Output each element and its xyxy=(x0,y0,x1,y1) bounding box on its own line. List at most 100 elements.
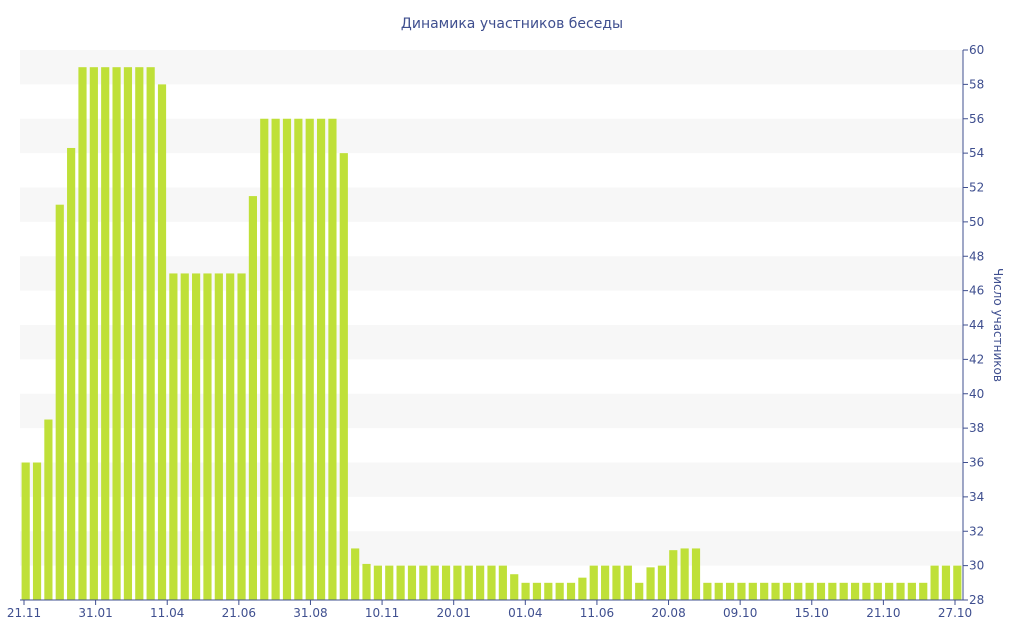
y-tick-label: 34 xyxy=(969,490,984,504)
bar xyxy=(862,582,871,600)
grid-band xyxy=(20,187,963,222)
x-tick-label: 01.04 xyxy=(508,606,542,620)
y-tick-label: 28 xyxy=(969,593,984,607)
bar xyxy=(521,582,530,600)
x-tick-label: 21.11 xyxy=(7,606,41,620)
x-tick-label: 09.10 xyxy=(723,606,757,620)
bar xyxy=(351,548,360,600)
bar xyxy=(32,462,42,600)
bar xyxy=(498,565,507,601)
bar xyxy=(316,118,326,600)
bar xyxy=(805,582,814,600)
y-tick-label: 32 xyxy=(969,524,984,538)
y-tick-label: 50 xyxy=(969,215,984,229)
x-tick-label: 31.08 xyxy=(293,606,327,620)
bar xyxy=(782,582,791,600)
y-tick-label: 40 xyxy=(969,387,984,401)
grid-band xyxy=(20,50,963,85)
y-tick-label: 54 xyxy=(969,146,984,160)
x-tick-label: 21.10 xyxy=(866,606,900,620)
bar xyxy=(555,582,564,600)
bar xyxy=(794,582,803,600)
x-tick-label: 11.06 xyxy=(580,606,614,620)
bar xyxy=(123,67,133,600)
bar xyxy=(385,565,394,601)
bar xyxy=(657,565,667,601)
bar xyxy=(850,582,860,600)
bar xyxy=(441,565,451,601)
bar xyxy=(544,582,553,600)
bar xyxy=(237,273,246,600)
y-tick-label: 44 xyxy=(969,318,984,332)
bar xyxy=(941,565,951,601)
x-tick-label: 11.04 xyxy=(150,606,184,620)
bar xyxy=(294,118,303,600)
bar xyxy=(328,118,337,600)
y-tick-label: 60 xyxy=(969,43,984,57)
bar xyxy=(885,582,894,600)
bar xyxy=(453,565,462,601)
bar xyxy=(112,67,121,600)
bar xyxy=(78,67,87,600)
bar xyxy=(362,563,371,600)
bar xyxy=(589,565,598,601)
bar xyxy=(260,118,269,600)
bar xyxy=(339,153,348,601)
bar xyxy=(737,582,746,600)
bar xyxy=(21,462,30,600)
y-tick-label: 56 xyxy=(969,112,984,126)
bar xyxy=(623,565,632,601)
bar xyxy=(396,565,405,601)
bar xyxy=(157,84,167,601)
bar xyxy=(578,577,587,600)
grid-band xyxy=(20,118,963,154)
bar xyxy=(67,147,76,600)
bar xyxy=(476,565,485,601)
bar xyxy=(828,582,837,600)
bar xyxy=(748,582,757,600)
y-tick-label: 42 xyxy=(969,352,984,366)
x-tick-label: 21.06 xyxy=(222,606,256,620)
bar xyxy=(203,273,212,600)
bar xyxy=(214,273,223,600)
bar xyxy=(646,567,655,600)
bar xyxy=(510,574,519,600)
bar xyxy=(373,565,382,601)
bar xyxy=(760,582,769,600)
y-tick-label: 36 xyxy=(969,456,984,470)
bar xyxy=(635,582,644,600)
bar xyxy=(726,582,735,600)
y-tick-label: 38 xyxy=(969,421,984,435)
x-tick-label: 20.08 xyxy=(651,606,685,620)
bar xyxy=(169,273,178,600)
bar xyxy=(55,204,64,600)
bars-group xyxy=(21,67,962,601)
bar xyxy=(487,565,496,601)
bar xyxy=(101,67,110,600)
bar xyxy=(271,118,280,600)
bar xyxy=(930,565,939,601)
bar xyxy=(89,67,98,600)
bar xyxy=(135,67,144,600)
bar xyxy=(839,582,848,600)
bar xyxy=(566,582,576,600)
y-tick-label: 58 xyxy=(969,77,984,91)
bar xyxy=(691,548,701,600)
x-tick-label: 10.11 xyxy=(365,606,399,620)
bar xyxy=(714,582,723,600)
bar xyxy=(771,582,780,600)
x-tick-label: 20.01 xyxy=(437,606,471,620)
y-tick-label: 30 xyxy=(969,559,984,573)
bar xyxy=(226,273,235,600)
bar xyxy=(953,565,962,601)
y-axis-ticks: 28 30 32 34 36 38 40 42 44 46 48 50 52 54 56 58 60 xyxy=(963,43,984,607)
bar xyxy=(532,582,542,600)
bar xyxy=(430,565,439,601)
grid-bands xyxy=(20,50,963,566)
bar xyxy=(464,565,473,601)
bar xyxy=(907,582,916,600)
x-tick-label: 27.10 xyxy=(938,606,972,620)
bar xyxy=(612,565,621,601)
chart-title: Динамика участников беседы xyxy=(401,16,623,32)
bar xyxy=(192,273,201,600)
